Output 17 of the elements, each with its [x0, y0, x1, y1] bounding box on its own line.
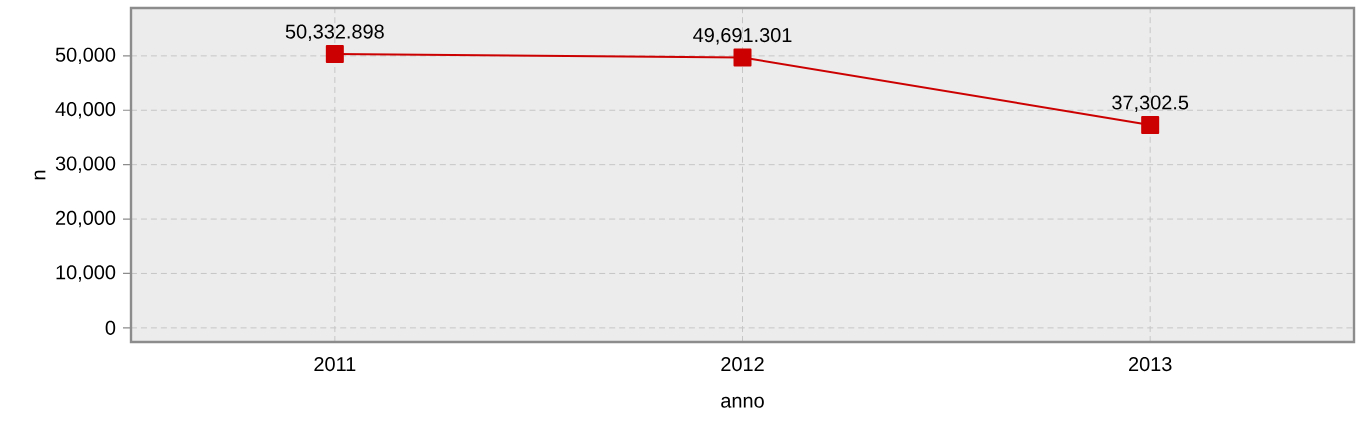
- y-tick-label: 10,000: [56, 265, 116, 282]
- y-tick-label: 50,000: [55, 47, 116, 65]
- y-tick-label: 20,000: [56, 210, 116, 228]
- data-label: 50,332.898: [285, 24, 384, 42]
- x-tick-label: 2012: [721, 357, 764, 372]
- point: [733, 48, 752, 67]
- data-label: 37,302.5: [1112, 95, 1189, 112]
- y-tick-label: 0: [105, 320, 116, 335]
- x-tick-label: 2013: [1129, 357, 1172, 372]
- y-axis-title: n: [34, 170, 46, 180]
- data-label: 49,691.301: [693, 28, 792, 45]
- point: [1141, 115, 1160, 134]
- x-axis-title: anno: [721, 396, 764, 408]
- point: [325, 45, 344, 64]
- x-tick-label: 2011: [314, 357, 356, 372]
- y-tick-label: 40,000: [55, 102, 116, 119]
- y-tick-label: 30,000: [55, 156, 116, 173]
